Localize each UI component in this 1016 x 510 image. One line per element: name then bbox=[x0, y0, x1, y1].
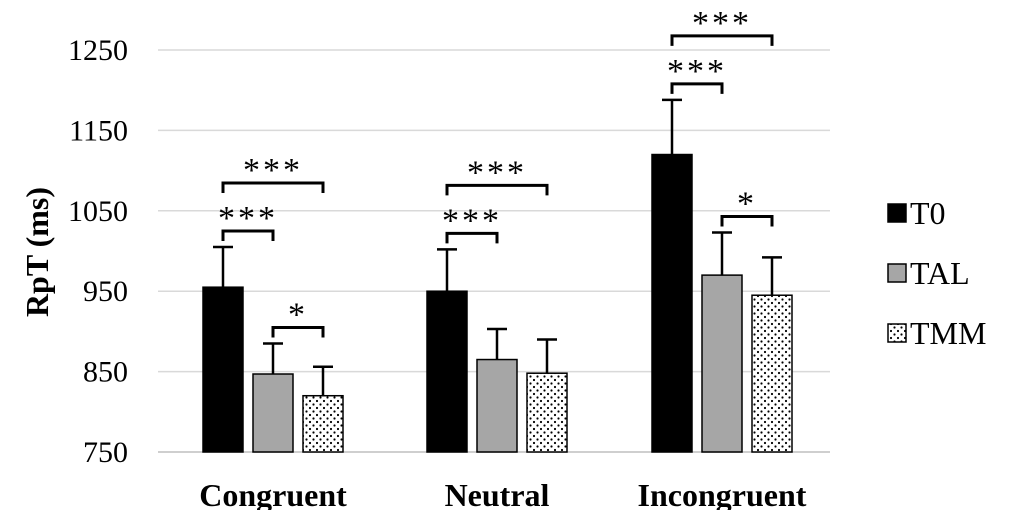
legend-label-tmm: TMM bbox=[910, 315, 986, 351]
legend-swatch-tmm bbox=[887, 323, 907, 343]
legend-label-t0: T0 bbox=[910, 195, 946, 231]
x-axis: Congruent Neutral Incongruent bbox=[199, 477, 807, 510]
legend-label-tal: TAL bbox=[910, 255, 970, 291]
category-label: Congruent bbox=[199, 477, 347, 510]
bar-TAL-neutral bbox=[476, 358, 518, 453]
significance-bracket bbox=[445, 183, 549, 196]
legend-swatch-t0 bbox=[887, 203, 907, 223]
y-tick-label: 950 bbox=[83, 275, 128, 308]
bar-TMM-neutral bbox=[526, 372, 568, 453]
bar-T0-congruent bbox=[202, 286, 244, 453]
category-label: Neutral bbox=[445, 477, 550, 510]
significance-brackets: ******************** bbox=[218, 5, 774, 338]
y-tick-label: 1050 bbox=[68, 195, 128, 228]
significance-bracket bbox=[271, 325, 325, 338]
y-tick-label: 1250 bbox=[68, 34, 128, 67]
significance-bracket bbox=[445, 231, 499, 244]
category-label: Incongruent bbox=[638, 477, 807, 510]
error-bars bbox=[213, 98, 782, 396]
significance-bracket bbox=[670, 82, 724, 94]
significance-label: *** bbox=[243, 152, 303, 189]
y-tick-label: 1150 bbox=[69, 114, 128, 147]
significance-bracket bbox=[670, 34, 774, 46]
y-tick-label: 750 bbox=[83, 436, 128, 469]
bar-T0-incongruent bbox=[651, 153, 693, 453]
significance-label: *** bbox=[667, 53, 727, 90]
y-axis: 750 850 950 1050 1150 1250 bbox=[68, 34, 128, 469]
significance-label: *** bbox=[442, 202, 502, 239]
bar-TAL-incongruent bbox=[701, 274, 743, 453]
significance-bracket bbox=[221, 181, 325, 193]
significance-label: *** bbox=[218, 200, 278, 237]
legend-swatch-tal bbox=[887, 263, 907, 283]
y-axis-title: RpT (ms) bbox=[19, 187, 55, 317]
bar-TMM-incongruent bbox=[751, 294, 793, 453]
significance-label: * bbox=[737, 186, 757, 223]
significance-label: *** bbox=[467, 154, 527, 191]
y-tick-label: 850 bbox=[83, 356, 128, 389]
legend: T0 TAL TMM bbox=[887, 195, 986, 351]
significance-label: *** bbox=[692, 5, 752, 42]
bar-T0-neutral bbox=[426, 290, 468, 453]
bar-TAL-congruent bbox=[252, 373, 294, 453]
bar-TMM-congruent bbox=[302, 394, 344, 453]
significance-label: * bbox=[288, 296, 308, 333]
significance-bracket bbox=[720, 215, 774, 227]
significance-bracket bbox=[221, 229, 275, 241]
